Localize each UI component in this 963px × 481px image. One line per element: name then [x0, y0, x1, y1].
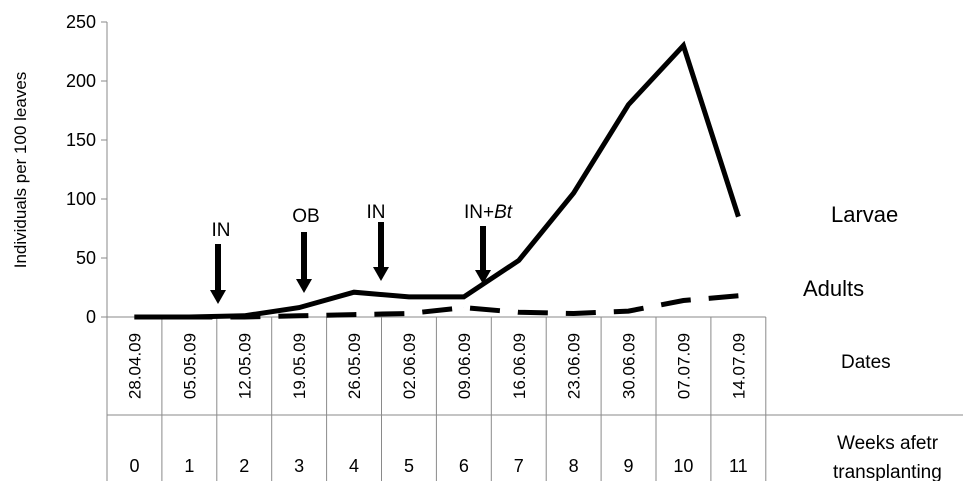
series-label-larvae: Larvae — [831, 202, 898, 227]
annotation-text: IN — [212, 220, 231, 241]
annotation-text: IN+ — [464, 202, 494, 223]
weeks-label-line1: Weeks afetr — [837, 433, 939, 454]
annotation-italic-text: Bt — [494, 202, 513, 223]
week-label: 9 — [624, 456, 634, 476]
week-label: 4 — [349, 456, 359, 476]
series-label-adults: Adults — [803, 276, 864, 301]
week-label: 7 — [514, 456, 524, 476]
annotation-label: IN — [212, 220, 231, 241]
annotation-label: IN+Bt — [464, 202, 513, 223]
date-label: 28.04.09 — [125, 333, 144, 399]
week-label: 6 — [459, 456, 469, 476]
date-label: 12.05.09 — [235, 333, 254, 399]
date-label: 30.06.09 — [620, 333, 639, 399]
annotation-arrow-head — [210, 290, 226, 304]
week-label: 8 — [569, 456, 579, 476]
week-label: 1 — [184, 456, 194, 476]
annotation-label: IN — [367, 202, 386, 223]
y-tick-label: 200 — [66, 71, 96, 91]
y-tick-label: 0 — [86, 307, 96, 327]
date-label: 07.07.09 — [674, 333, 693, 399]
date-label: 26.05.09 — [345, 333, 364, 399]
date-label: 19.05.09 — [290, 333, 309, 399]
y-tick-label: 250 — [66, 12, 96, 32]
series-line-larvae — [134, 40, 741, 320]
week-label: 0 — [129, 456, 139, 476]
week-label: 5 — [404, 456, 414, 476]
date-label: 16.06.09 — [510, 333, 529, 399]
series-line-adults — [134, 293, 739, 320]
week-label: 3 — [294, 456, 304, 476]
y-tick-label: 100 — [66, 189, 96, 209]
dates-label: Dates — [841, 352, 891, 373]
date-label: 09.06.09 — [455, 333, 474, 399]
week-label: 2 — [239, 456, 249, 476]
y-tick-label: 150 — [66, 130, 96, 150]
annotation-text: IN — [367, 202, 386, 223]
annotation-label: OB — [292, 206, 319, 227]
y-tick-label: 50 — [76, 248, 96, 268]
date-label: 23.06.09 — [565, 333, 584, 399]
weeks-label-line2: transplanting — [833, 462, 942, 481]
week-label: 10 — [673, 456, 693, 476]
annotation-arrow-head — [373, 267, 389, 281]
y-axis-label: Individuals per 100 leaves — [11, 72, 30, 269]
annotation-arrow-head — [296, 279, 312, 293]
week-label: 11 — [729, 456, 748, 476]
date-label: 05.05.09 — [180, 333, 199, 399]
date-label: 02.06.09 — [400, 333, 419, 399]
annotation-text: OB — [292, 206, 319, 227]
date-label: 14.07.09 — [729, 333, 748, 399]
annotation-arrow-head — [475, 270, 491, 284]
